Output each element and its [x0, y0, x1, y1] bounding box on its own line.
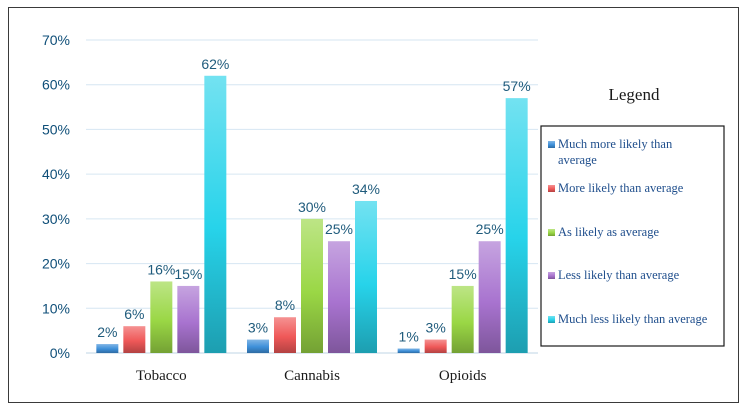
bar	[328, 241, 350, 353]
legend-entry: Much more likely than	[558, 137, 673, 151]
data-label: 62%	[201, 56, 229, 72]
legend: Legend Much more likely than average More l…	[540, 85, 725, 347]
legend-swatch	[548, 272, 555, 279]
data-label: 8%	[275, 297, 295, 313]
data-label: 3%	[426, 320, 446, 336]
x-tick-label: Cannabis	[284, 368, 340, 384]
y-axis: 0% 10% 20% 30% 40% 50% 60% 70%	[42, 32, 70, 361]
data-label: 1%	[399, 329, 419, 345]
legend-entry: Less likely than average	[558, 268, 680, 282]
legend-entry: As likely as average	[558, 225, 659, 239]
bar	[177, 285, 200, 353]
data-label: 16%	[147, 261, 175, 277]
bar	[96, 344, 119, 353]
bar	[478, 241, 501, 353]
bar	[123, 326, 146, 353]
legend-box	[540, 125, 725, 347]
bar	[505, 98, 528, 353]
bar	[397, 348, 420, 353]
legend-swatch	[548, 141, 555, 148]
bar	[204, 75, 227, 354]
y-tick-label: 10%	[42, 300, 70, 316]
bar	[424, 339, 447, 353]
legend-entry: Much less likely than average	[558, 312, 708, 326]
bar	[301, 218, 323, 353]
legend-title: Legend	[609, 85, 660, 104]
x-tick-label: Tobacco	[136, 368, 187, 384]
data-label: 25%	[325, 221, 353, 237]
x-tick-label: Opioids	[439, 368, 487, 384]
data-label: 57%	[503, 78, 531, 94]
legend-entry: More likely than average	[558, 181, 684, 195]
y-tick-label: 0%	[50, 345, 70, 361]
data-label: 15%	[449, 266, 477, 282]
bar	[451, 285, 474, 353]
bar	[150, 281, 173, 353]
data-label: 30%	[298, 199, 326, 215]
data-label: 2%	[97, 324, 117, 340]
legend-swatch	[548, 185, 555, 192]
legend-swatch	[548, 229, 555, 236]
bar	[355, 200, 377, 353]
bar	[274, 317, 296, 353]
y-tick-label: 20%	[42, 256, 70, 272]
x-axis: Tobacco Cannabis Opioids	[136, 368, 487, 384]
legend-swatch	[548, 316, 555, 323]
bars: 2%6%16%15%62%3%8%30%25%34%1%3%15%25%57%	[96, 56, 531, 354]
y-tick-label: 40%	[42, 166, 70, 182]
legend-entry: average	[558, 153, 597, 167]
data-label: 3%	[248, 320, 268, 336]
y-tick-label: 50%	[42, 121, 70, 137]
y-tick-label: 70%	[42, 32, 70, 48]
data-label: 6%	[124, 306, 144, 322]
bar	[247, 339, 269, 353]
data-label: 25%	[476, 221, 504, 237]
data-label: 15%	[174, 266, 202, 282]
data-label: 34%	[352, 181, 380, 197]
y-tick-label: 30%	[42, 211, 70, 227]
y-tick-label: 60%	[42, 77, 70, 93]
